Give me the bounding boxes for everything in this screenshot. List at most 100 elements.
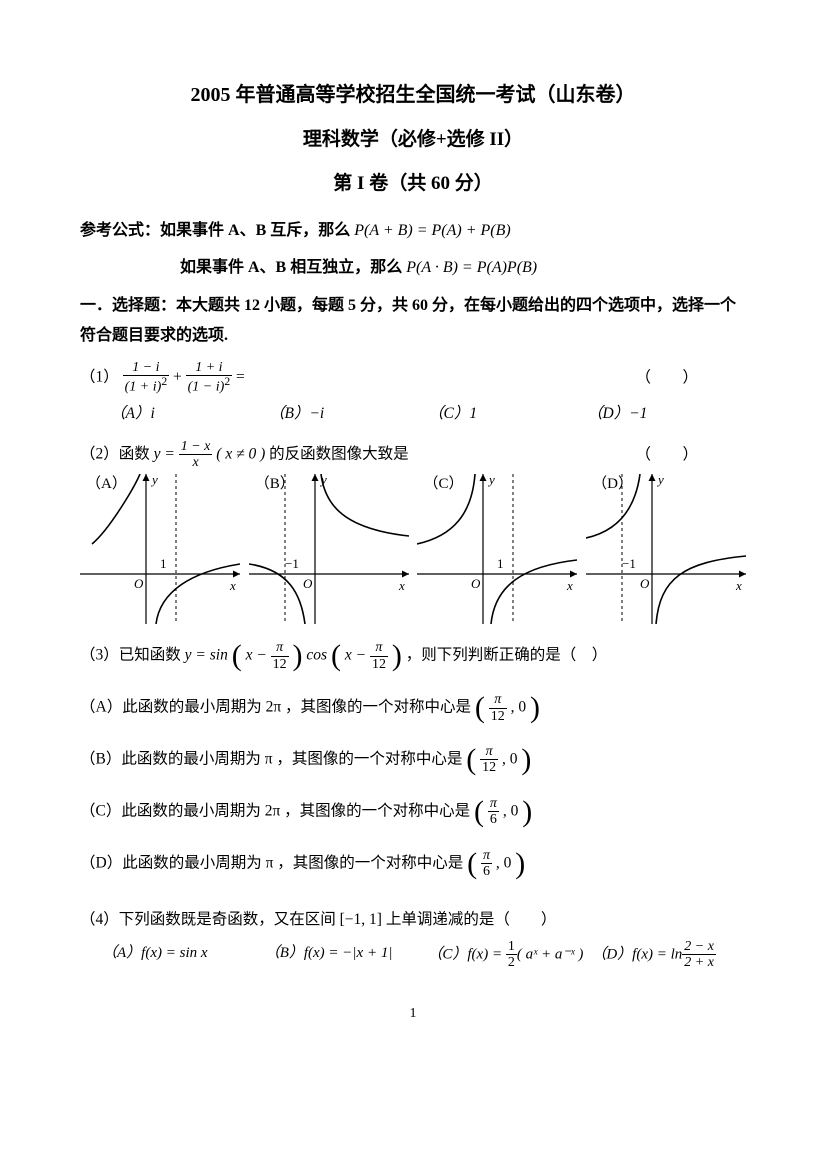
exam-subject: 理科数学（必修+选修 II）: [80, 122, 746, 158]
q3-opt-a: （A）此函数的最小周期为 2π ，其图像的一个对称中心是 ( π12 , 0 ): [80, 692, 746, 724]
section-1-heading: 一．选择题：本大题共 12 小题，每题 5 分，共 60 分，在每小题给出的四个…: [80, 291, 746, 352]
q3-opt-a-pre: （A）此函数的最小周期为 2π ，其图像的一个对称中心是: [80, 699, 471, 716]
q1-eq: =: [236, 368, 245, 385]
svg-text:x: x: [398, 578, 405, 593]
q3-mid: cos: [306, 647, 327, 664]
q3-a-y: , 0: [511, 699, 527, 716]
q3-opt-d: （D）此函数的最小周期为 π ，其图像的一个对称中心是 ( π6 , 0 ): [80, 848, 746, 880]
svg-text:x: x: [735, 578, 742, 593]
q2-cond: ( x ≠ 0 ): [216, 445, 265, 462]
formula-1-math: P(A + B) = P(A) + P(B): [354, 222, 510, 239]
q2-frac-n: 1 − x: [179, 439, 213, 455]
q3-opt-d-pre: （D）此函数的最小周期为 π ，其图像的一个对称中心是: [80, 854, 463, 871]
q2-graph-b-label: （B）: [255, 470, 295, 499]
q1-den-exp: 2: [161, 375, 167, 388]
q3-pi-n: π: [271, 640, 289, 656]
q2-graph-d-label: （D）: [592, 470, 633, 499]
svg-text:O: O: [471, 576, 481, 591]
q3-b-cd: 12: [480, 760, 498, 775]
formula-2-text: 如果事件 A、B 相互独立，那么: [180, 259, 406, 276]
svg-text:y: y: [656, 474, 664, 487]
q3-label: （3）已知函数: [80, 647, 185, 664]
svg-text:O: O: [303, 576, 313, 591]
exam-section: 第 I 卷（共 60 分）: [80, 166, 746, 202]
q1-frac1-den-base: (1 + i): [125, 380, 162, 395]
svg-text:O: O: [134, 576, 144, 591]
question-4: （4）下列函数既是奇函数，又在区间 [−1, 1] 上单调递减的是（ ）: [80, 905, 746, 934]
exam-title-year: 2005 年普通高等学校招生全国统一考试（山东卷）: [80, 76, 746, 114]
q3-c-cn: π: [488, 796, 499, 812]
q4-opt-c-post: ( aˣ + a⁻ˣ ): [517, 946, 584, 962]
q4-c-fd: 2: [506, 955, 517, 970]
q2-lhs: y =: [154, 445, 175, 462]
q2-graph-c: （C） Oxy1: [417, 474, 577, 624]
q3-opt-c: （C）此函数的最小周期为 2π ，其图像的一个对称中心是 ( π6 , 0 ): [80, 796, 746, 828]
svg-text:1: 1: [160, 556, 167, 571]
q3-d-y: , 0: [496, 854, 512, 871]
question-1: （1） 1 − i (1 + i)2 + 1 + i (1 − i)2 = （ …: [80, 360, 746, 395]
q4-opt-a: （A）f(x) = sin x: [102, 945, 208, 961]
q1-den-exp2: 2: [224, 375, 230, 388]
q4-d-fn: 2 − x: [682, 939, 716, 955]
svg-text:x: x: [566, 578, 573, 593]
q1-label: （1）: [80, 368, 119, 385]
formula-2: 如果事件 A、B 相互独立，那么 P(A · B) = P(A)P(B): [180, 253, 746, 283]
q2-graphs: （A） Oxy1 （B） Oxy−1 （C） Oxy1 （D） Oxy−1: [80, 474, 746, 624]
q3-pi-d: 12: [271, 657, 289, 672]
formula-1-text: 如果事件 A、B 互斥，那么: [160, 222, 354, 239]
formula-prefix: 参考公式：: [80, 222, 160, 239]
q3-a-cn: π: [489, 692, 507, 708]
page-number: 1: [80, 1001, 746, 1028]
q2-graph-a: （A） Oxy1: [80, 474, 240, 624]
formula-2-math: P(A · B) = P(A)P(B): [406, 259, 537, 276]
q3-a-cd: 12: [489, 709, 507, 724]
q2-graph-b: （B） Oxy−1: [249, 474, 409, 624]
q4-opt-b: （B）f(x) = −|x + 1|: [265, 945, 393, 961]
q3-c-y: , 0: [503, 802, 519, 819]
q2-tail: 的反函数图像大致是: [269, 445, 409, 462]
formula-1: 参考公式：如果事件 A、B 互斥，那么 P(A + B) = P(A) + P(…: [80, 216, 746, 246]
svg-text:−1: −1: [622, 556, 636, 571]
q1-opt-a: （A）i: [110, 399, 269, 428]
q4-opt-c-pre: （C）f(x) =: [427, 946, 505, 962]
q3-opt-b: （B）此函数的最小周期为 π ，其图像的一个对称中心是 ( π12 , 0 ): [80, 744, 746, 776]
q2-graph-c-label: （C）: [423, 470, 463, 499]
q3-tail: ，则下列判断正确的是（ ）: [406, 647, 608, 664]
q1-options: （A）i （B）−i （C）1 （D）−1: [110, 399, 746, 428]
q2-graph-a-label: （A）: [86, 470, 127, 499]
q2-frac-d: x: [179, 455, 213, 470]
q3-c-cd: 6: [488, 812, 499, 827]
q3-pi-n2: π: [370, 640, 388, 656]
q1-frac2-num: 1 + i: [195, 360, 222, 375]
q1-blank: （ ）: [635, 363, 706, 392]
svg-text:y: y: [487, 474, 495, 487]
svg-text:x: x: [229, 578, 236, 593]
q4-d-fd: 2 + x: [682, 955, 716, 970]
q3-b-y: , 0: [502, 750, 518, 767]
q1-opt-b: （B）−i: [269, 399, 428, 428]
q2-label: （2）函数: [80, 445, 154, 462]
q3-lhs: y = sin: [185, 647, 228, 664]
q2-graph-d: （D） Oxy−1: [586, 474, 746, 624]
q1-frac1-num: 1 − i: [132, 360, 159, 375]
question-3: （3）已知函数 y = sin ( x − π 12 ) cos ( x − π…: [80, 640, 746, 672]
q3-d-cd: 6: [481, 864, 492, 879]
q4-options: （A）f(x) = sin x （B）f(x) = −|x + 1| （C）f(…: [102, 939, 746, 971]
svg-text:−1: −1: [285, 556, 299, 571]
q4-opt-d-pre: （D）f(x) = ln: [591, 946, 682, 962]
q1-frac2-den-base: (1 − i): [188, 380, 225, 395]
q3-opt-b-pre: （B）此函数的最小周期为 π ，其图像的一个对称中心是: [80, 750, 462, 767]
q3-arg1-x: x −: [246, 647, 267, 664]
svg-text:1: 1: [497, 556, 504, 571]
q3-pi-d2: 12: [370, 657, 388, 672]
q3-d-cn: π: [481, 848, 492, 864]
q1-opt-d: （D）−1: [587, 399, 746, 428]
question-2: （2）函数 y = 1 − x x ( x ≠ 0 ) 的反函数图像大致是 （ …: [80, 439, 746, 471]
q3-b-cn: π: [480, 744, 498, 760]
q3-opt-c-pre: （C）此函数的最小周期为 2π ，其图像的一个对称中心是: [80, 802, 470, 819]
svg-text:y: y: [150, 474, 158, 487]
q2-blank: （ ）: [635, 440, 706, 469]
q4-c-fn: 1: [506, 939, 517, 955]
q1-opt-c: （C）1: [428, 399, 587, 428]
svg-text:O: O: [640, 576, 650, 591]
